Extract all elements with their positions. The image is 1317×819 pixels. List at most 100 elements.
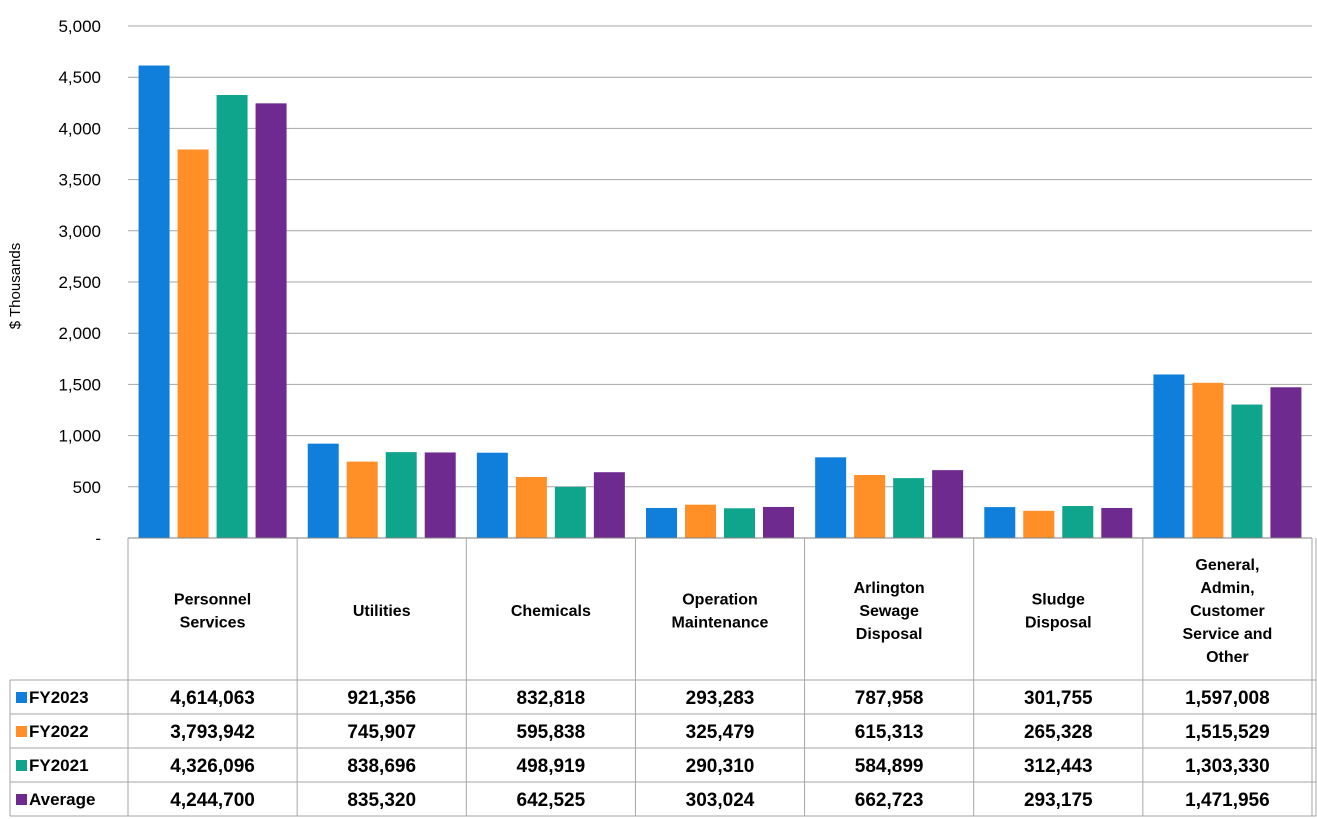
table-cell-value: 303,024 bbox=[686, 790, 755, 811]
y-tick-label: 2,500 bbox=[58, 273, 101, 292]
legend-swatch bbox=[16, 692, 27, 703]
table-cell-value: 293,175 bbox=[1024, 790, 1093, 811]
category-label: Utilities bbox=[353, 603, 411, 620]
bar bbox=[763, 506, 794, 538]
bar bbox=[385, 452, 417, 538]
bar bbox=[593, 472, 625, 538]
category-label: Arlington bbox=[854, 580, 925, 597]
category-label: Sewage bbox=[859, 603, 919, 620]
data-table bbox=[9, 537, 1317, 817]
bar bbox=[1101, 507, 1133, 538]
table-cell-value: 1,597,008 bbox=[1185, 688, 1270, 709]
y-tick-label: 3,000 bbox=[58, 222, 101, 241]
table-cell-value: 301,755 bbox=[1024, 688, 1093, 709]
table-cell-value: 642,525 bbox=[517, 790, 586, 811]
legend: FY2023 FY2022 FY2021 Average bbox=[16, 688, 95, 809]
table-cell-value: 1,515,529 bbox=[1185, 722, 1270, 743]
bar bbox=[1062, 506, 1094, 538]
bar bbox=[893, 478, 925, 538]
y-tick-label: 500 bbox=[73, 478, 101, 497]
table-cell-value: 921,356 bbox=[347, 688, 416, 709]
bar bbox=[1270, 387, 1302, 538]
category-label: General, bbox=[1195, 557, 1259, 574]
bar bbox=[138, 65, 170, 538]
bar bbox=[476, 452, 508, 538]
bar bbox=[646, 507, 677, 538]
legend-label: FY2022 bbox=[29, 722, 89, 741]
bar bbox=[984, 507, 1016, 538]
category-label: Service and bbox=[1183, 626, 1273, 643]
bar bbox=[854, 474, 886, 538]
table-cell-value: 325,479 bbox=[686, 722, 755, 743]
category-label: Maintenance bbox=[672, 615, 769, 632]
y-tick-label: 3,500 bbox=[58, 171, 101, 190]
category-labels: Personnel Services Utilities Chemicals Opera… bbox=[174, 557, 1272, 666]
bar bbox=[1192, 382, 1224, 538]
y-tick-label: 5,000 bbox=[58, 17, 101, 36]
table-cell-value: 615,313 bbox=[855, 722, 924, 743]
data-table-values: 4,614,063 921,356 832,818 293,283 787,958 301… bbox=[170, 688, 1269, 811]
gridlines bbox=[128, 25, 1312, 488]
table-cell-value: 835,320 bbox=[347, 790, 416, 811]
table-cell-value: 662,723 bbox=[855, 790, 924, 811]
table-cell-value: 265,328 bbox=[1024, 722, 1093, 743]
y-tick-label: - bbox=[95, 529, 101, 548]
y-axis-ticks: - 500 1,000 1,500 2,000 2,500 3,000 3,500 4,000 4… bbox=[58, 17, 101, 548]
y-axis-label: $ Thousands bbox=[7, 243, 24, 329]
table-cell-value: 293,283 bbox=[686, 688, 755, 709]
table-cell-value: 838,696 bbox=[347, 756, 416, 777]
table-cell-value: 787,958 bbox=[855, 688, 924, 709]
table-cell-value: 4,326,096 bbox=[170, 756, 255, 777]
category-label: Disposal bbox=[1025, 615, 1092, 632]
table-cell-value: 290,310 bbox=[686, 756, 755, 777]
bar bbox=[255, 103, 287, 539]
table-cell-value: 4,614,063 bbox=[170, 688, 255, 709]
category-label: Operation bbox=[682, 592, 758, 609]
bar bbox=[1023, 510, 1055, 538]
y-tick-label: 4,500 bbox=[58, 68, 101, 87]
bar bbox=[815, 457, 847, 538]
bar bbox=[1231, 404, 1263, 538]
bar bbox=[1153, 374, 1185, 538]
bar bbox=[515, 476, 547, 538]
table-cell-value: 832,818 bbox=[517, 688, 586, 709]
legend-label: Average bbox=[29, 790, 95, 809]
y-tick-label: 1,000 bbox=[58, 427, 101, 446]
bar bbox=[724, 508, 755, 538]
table-cell-value: 3,793,942 bbox=[170, 722, 255, 743]
category-label: Admin, bbox=[1200, 580, 1254, 597]
bar bbox=[216, 95, 248, 539]
table-cell-value: 312,443 bbox=[1024, 756, 1093, 777]
bar bbox=[177, 149, 209, 538]
bar bbox=[307, 443, 339, 538]
bar bbox=[424, 452, 456, 538]
table-cell-value: 745,907 bbox=[347, 722, 416, 743]
bar bbox=[932, 470, 964, 538]
table-cell-value: 584,899 bbox=[855, 756, 924, 777]
category-label: Services bbox=[180, 615, 246, 632]
category-label: Customer bbox=[1190, 603, 1265, 620]
category-label: Chemicals bbox=[511, 603, 591, 620]
legend-swatch bbox=[16, 760, 27, 771]
bar bbox=[346, 461, 378, 538]
category-label: Personnel bbox=[174, 592, 251, 609]
legend-swatch bbox=[16, 726, 27, 737]
bars bbox=[138, 65, 1302, 539]
table-cell-value: 4,244,700 bbox=[170, 790, 255, 811]
table-cell-value: 498,919 bbox=[517, 756, 586, 777]
y-tick-label: 4,000 bbox=[58, 119, 101, 138]
legend-swatch bbox=[16, 794, 27, 805]
y-tick-label: 1,500 bbox=[58, 375, 101, 394]
bar bbox=[554, 486, 586, 538]
table-cell-value: 595,838 bbox=[517, 722, 586, 743]
bar bbox=[685, 504, 716, 538]
table-cell-value: 1,303,330 bbox=[1185, 756, 1270, 777]
category-label: Sludge bbox=[1032, 592, 1085, 609]
y-tick-label: 2,000 bbox=[58, 324, 101, 343]
legend-label: FY2021 bbox=[29, 756, 89, 775]
legend-label: FY2023 bbox=[29, 688, 89, 707]
category-label: Other bbox=[1206, 649, 1249, 666]
table-cell-value: 1,471,956 bbox=[1185, 790, 1270, 811]
category-label: Disposal bbox=[856, 626, 923, 643]
